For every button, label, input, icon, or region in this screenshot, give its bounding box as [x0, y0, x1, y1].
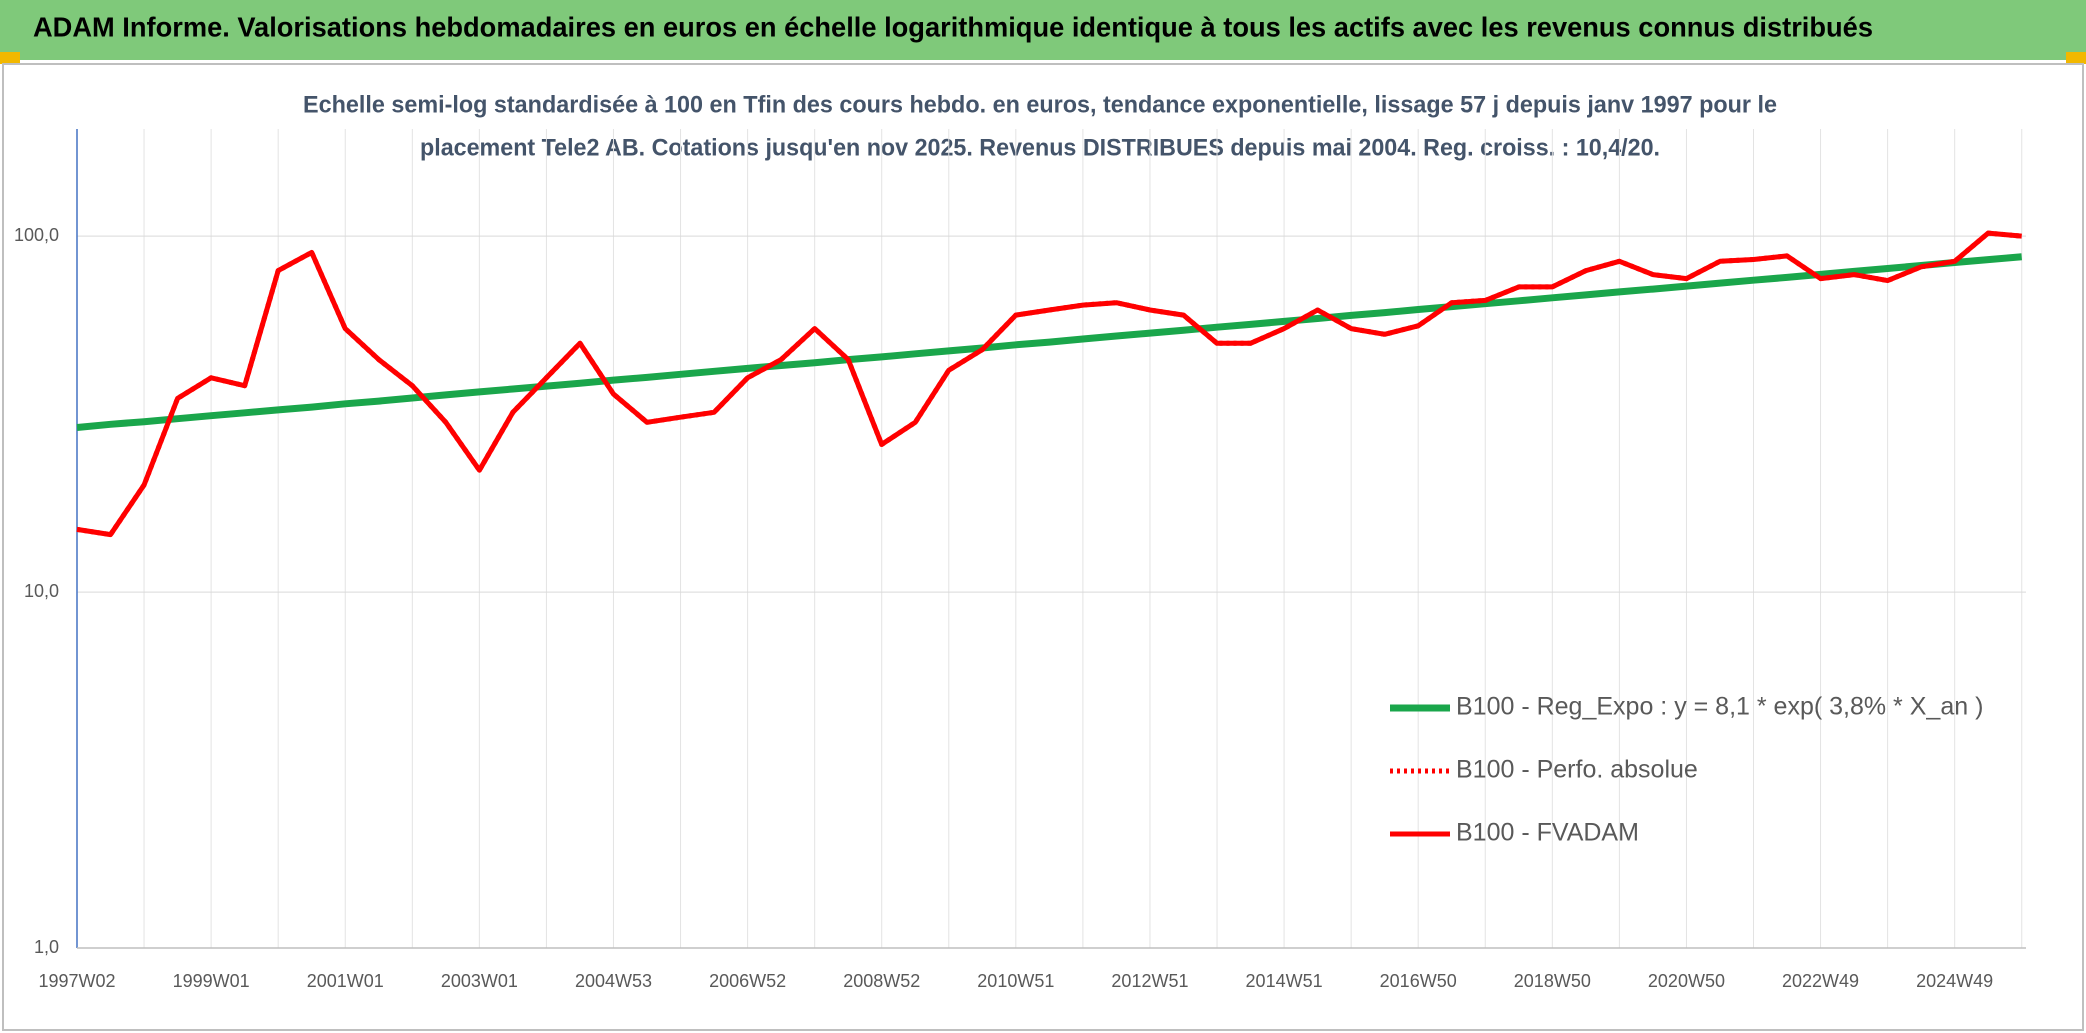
y-tick-label: 1,0 [34, 937, 59, 957]
chart-subtitle: Echelle semi-log standardisée à 100 en T… [303, 91, 1777, 118]
legend-label: B100 - Perfo. absolue [1456, 756, 1698, 784]
x-tick-label: 2022W49 [1782, 971, 1859, 991]
x-tick-label: 2012W51 [1111, 971, 1188, 991]
x-tick-label: 2024W49 [1916, 971, 1993, 991]
x-tick-label: 2010W51 [977, 971, 1054, 991]
legend-label: B100 - FVADAM [1456, 819, 1639, 847]
x-tick-label: 1999W01 [173, 971, 250, 991]
chart-subtitle: placement Tele2 AB. Cotations jusqu'en n… [420, 134, 1660, 161]
corner [2066, 52, 2086, 64]
title-bar [0, 0, 2086, 60]
x-tick-label: 2003W01 [441, 971, 518, 991]
x-tick-label: 2016W50 [1380, 971, 1457, 991]
x-tick-label: 2018W50 [1514, 971, 1591, 991]
y-tick-label: 10,0 [24, 581, 59, 601]
x-tick-label: 2006W52 [709, 971, 786, 991]
y-tick-label: 100,0 [14, 225, 59, 245]
x-tick-label: 2014W51 [1246, 971, 1323, 991]
series-line [76, 230, 2022, 538]
legend-label: B100 - Reg_Expo : y = 8,1 * exp( 3,8% * … [1456, 693, 1983, 721]
x-tick-label: 2008W52 [843, 971, 920, 991]
x-tick-label: 2001W01 [307, 971, 384, 991]
chart-title: ADAM Informe. Valorisations hebdomadaire… [33, 11, 1873, 42]
frame [2, 63, 2084, 1031]
series-line [76, 253, 2022, 431]
x-tick-label: 2004W53 [575, 971, 652, 991]
x-tick-label: 1997W02 [38, 971, 115, 991]
x-tick-label: 2020W50 [1648, 971, 1725, 991]
corner [0, 52, 20, 64]
